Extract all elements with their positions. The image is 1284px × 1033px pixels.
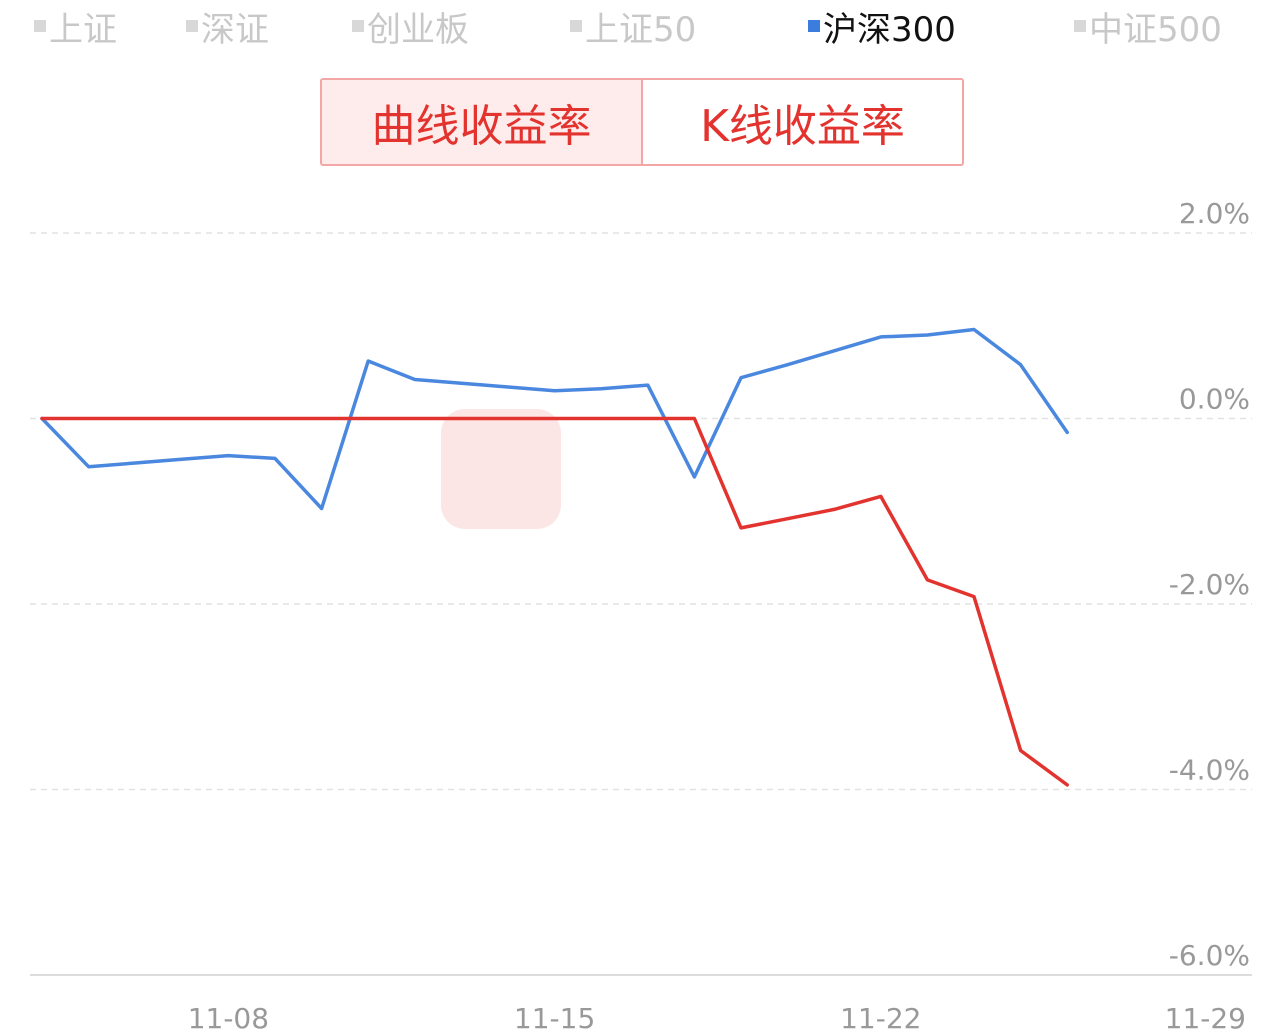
legend-item-0[interactable]: 上证 (34, 4, 117, 50)
legend-item-3[interactable]: 上证50 (570, 4, 697, 50)
legend-label: 上证50 (585, 9, 697, 50)
curve-return-tab[interactable]: 曲线收益率 (322, 80, 641, 164)
legend-label: 创业板 (367, 9, 469, 50)
legend-item-2[interactable]: 创业板 (352, 4, 469, 50)
legend-item-5[interactable]: 中证500 (1074, 4, 1222, 50)
legend-marker-icon (34, 20, 46, 32)
legend-marker-icon (1074, 20, 1086, 32)
y-tick-label: 0.0% (1179, 383, 1250, 416)
x-tick-label: 11-22 (840, 1002, 921, 1033)
legend-marker-icon (570, 20, 582, 32)
legend-marker-icon (808, 20, 820, 32)
x-tick-label: 11-08 (188, 1002, 269, 1033)
y-tick-label: 2.0% (1179, 197, 1250, 230)
legend-marker-icon (352, 20, 364, 32)
x-tick-label: 11-29 (1165, 1002, 1246, 1033)
return-type-toggle[interactable]: 曲线收益率 K线收益率 (320, 78, 964, 166)
y-tick-label: -6.0% (1169, 939, 1250, 972)
legend-label: 中证500 (1089, 9, 1222, 50)
legend-label: 上证 (49, 9, 117, 50)
legend: 上证 深证 创业板 上证50 沪深300 中证500 (0, 0, 1284, 52)
x-tick-label: 11-15 (514, 1002, 595, 1033)
legend-marker-icon (186, 20, 198, 32)
legend-item-1[interactable]: 深证 (186, 4, 269, 50)
strategy-return-line (40, 416, 1069, 787)
legend-label: 深证 (201, 9, 269, 50)
k-line-return-tab[interactable]: K线收益率 (641, 80, 962, 164)
y-tick-label: -2.0% (1169, 568, 1250, 601)
hs300-return-line (40, 327, 1069, 511)
y-tick-label: -4.0% (1169, 754, 1250, 787)
legend-item-4[interactable]: 沪深300 (808, 4, 956, 50)
legend-label: 沪深300 (823, 9, 956, 50)
watermark-logo-icon (441, 409, 561, 529)
